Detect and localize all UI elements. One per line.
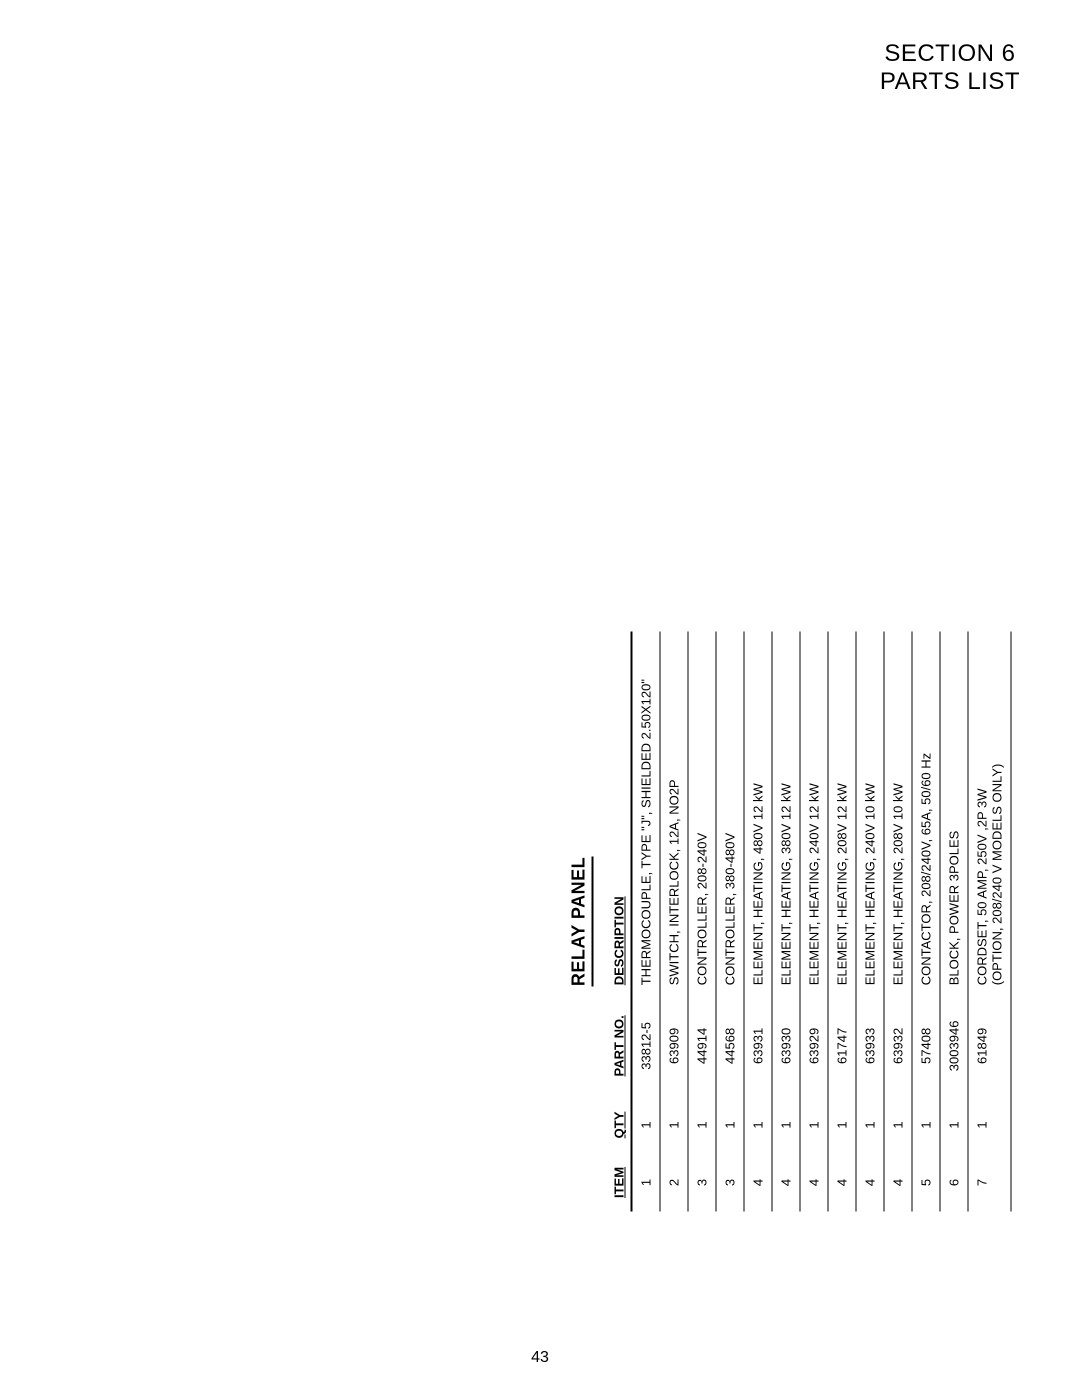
cell-part: 63909 — [660, 995, 688, 1096]
cell-desc: CONTROLLER, 208-240V — [688, 632, 716, 996]
cell-qty: 1 — [660, 1096, 688, 1153]
page-container: SECTION 6 PARTS LIST RELAY PANEL ITEM QT… — [0, 0, 1080, 1397]
table-row: 3144914CONTROLLER, 208-240V — [688, 632, 716, 1212]
cell-item: 3 — [688, 1154, 716, 1212]
parts-table-body: 1133812-5THERMOCOUPLE, TYPE "J", SHIELDE… — [632, 632, 1012, 1212]
cell-item: 4 — [744, 1154, 772, 1212]
col-header-qty: QTY — [608, 1096, 632, 1153]
cell-item: 4 — [884, 1154, 912, 1212]
cell-part: 61747 — [828, 995, 856, 1096]
cell-desc: SWITCH, INTERLOCK, 12A, NO2P — [660, 632, 688, 996]
cell-item: 2 — [660, 1154, 688, 1212]
cell-part: 3003946 — [940, 995, 968, 1096]
cell-qty: 1 — [716, 1096, 744, 1153]
cell-item: 1 — [632, 1154, 661, 1212]
table-row: 7161849CORDSET, 50 AMP, 250V ,2P 3W(OPTI… — [968, 632, 1011, 1212]
cell-desc: ELEMENT, HEATING, 240V 12 kW — [800, 632, 828, 996]
cell-qty: 1 — [912, 1096, 940, 1153]
cell-desc: ELEMENT, HEATING, 208V 10 kW — [884, 632, 912, 996]
page-number: 43 — [0, 1349, 1080, 1367]
cell-item: 6 — [940, 1154, 968, 1212]
cell-qty: 1 — [940, 1096, 968, 1153]
section-header: SECTION 6 PARTS LIST — [880, 40, 1020, 96]
table-row: 4163930ELEMENT, HEATING, 380V 12 kW — [772, 632, 800, 1212]
cell-part: 57408 — [912, 995, 940, 1096]
table-title: RELAY PANEL — [569, 857, 590, 986]
cell-part: 44914 — [688, 995, 716, 1096]
table-row: 4163933ELEMENT, HEATING, 240V 10 kW — [856, 632, 884, 1212]
cell-item: 7 — [968, 1154, 1011, 1212]
cell-desc: ELEMENT, HEATING, 380V 12 kW — [772, 632, 800, 996]
cell-desc: CORDSET, 50 AMP, 250V ,2P 3W(OPTION, 208… — [968, 632, 1011, 996]
cell-part: 63930 — [772, 995, 800, 1096]
cell-desc: ELEMENT, HEATING, 208V 12 kW — [828, 632, 856, 996]
section-header-line2: PARTS LIST — [880, 68, 1020, 96]
table-row: 3144568CONTROLLER, 380-480V — [716, 632, 744, 1212]
cell-item: 4 — [800, 1154, 828, 1212]
cell-qty: 1 — [884, 1096, 912, 1153]
cell-item: 5 — [912, 1154, 940, 1212]
col-header-item: ITEM — [608, 1154, 632, 1212]
cell-qty: 1 — [828, 1096, 856, 1153]
cell-item: 4 — [856, 1154, 884, 1212]
col-header-part: PART NO. — [608, 995, 632, 1096]
parts-table: ITEM QTY PART NO. DESCRIPTION 1133812-5T… — [608, 632, 1012, 1212]
cell-item: 4 — [772, 1154, 800, 1212]
cell-desc: CONTROLLER, 380-480V — [716, 632, 744, 996]
cell-qty: 1 — [632, 1096, 661, 1153]
cell-part: 44568 — [716, 995, 744, 1096]
col-header-desc: DESCRIPTION — [608, 632, 632, 996]
relay-panel-table-block: RELAY PANEL ITEM QTY PART NO. DESCRIPTIO… — [569, 632, 1012, 1212]
cell-qty: 1 — [744, 1096, 772, 1153]
table-title-underline — [592, 857, 594, 987]
table-row: 5157408CONTACTOR, 208/240V, 65A, 50/60 H… — [912, 632, 940, 1212]
table-row: 4163929ELEMENT, HEATING, 240V 12 kW — [800, 632, 828, 1212]
cell-qty: 1 — [968, 1096, 1011, 1153]
cell-qty: 1 — [688, 1096, 716, 1153]
cell-desc: ELEMENT, HEATING, 240V 10 kW — [856, 632, 884, 996]
cell-part: 63929 — [800, 995, 828, 1096]
cell-qty: 1 — [856, 1096, 884, 1153]
cell-qty: 1 — [800, 1096, 828, 1153]
table-row: 4163931ELEMENT, HEATING, 480V 12 kW — [744, 632, 772, 1212]
cell-part: 63933 — [856, 995, 884, 1096]
parts-table-head: ITEM QTY PART NO. DESCRIPTION — [608, 632, 632, 1212]
table-row: 613003946BLOCK, POWER 3POLES — [940, 632, 968, 1212]
table-row: 1133812-5THERMOCOUPLE, TYPE "J", SHIELDE… — [632, 632, 661, 1212]
cell-qty: 1 — [772, 1096, 800, 1153]
cell-desc: CONTACTOR, 208/240V, 65A, 50/60 Hz — [912, 632, 940, 996]
table-row: 4163932ELEMENT, HEATING, 208V 10 kW — [884, 632, 912, 1212]
table-row: 2163909SWITCH, INTERLOCK, 12A, NO2P — [660, 632, 688, 1212]
cell-item: 3 — [716, 1154, 744, 1212]
cell-desc: ELEMENT, HEATING, 480V 12 kW — [744, 632, 772, 996]
cell-desc: THERMOCOUPLE, TYPE "J", SHIELDED 2.50X12… — [632, 632, 661, 996]
parts-table-header-row: ITEM QTY PART NO. DESCRIPTION — [608, 632, 632, 1212]
table-row: 4161747ELEMENT, HEATING, 208V 12 kW — [828, 632, 856, 1212]
cell-item: 4 — [828, 1154, 856, 1212]
cell-part: 33812-5 — [632, 995, 661, 1096]
cell-part: 63932 — [884, 995, 912, 1096]
cell-part: 63931 — [744, 995, 772, 1096]
section-header-line1: SECTION 6 — [880, 40, 1020, 68]
cell-part: 61849 — [968, 995, 1011, 1096]
cell-desc: BLOCK, POWER 3POLES — [940, 632, 968, 996]
